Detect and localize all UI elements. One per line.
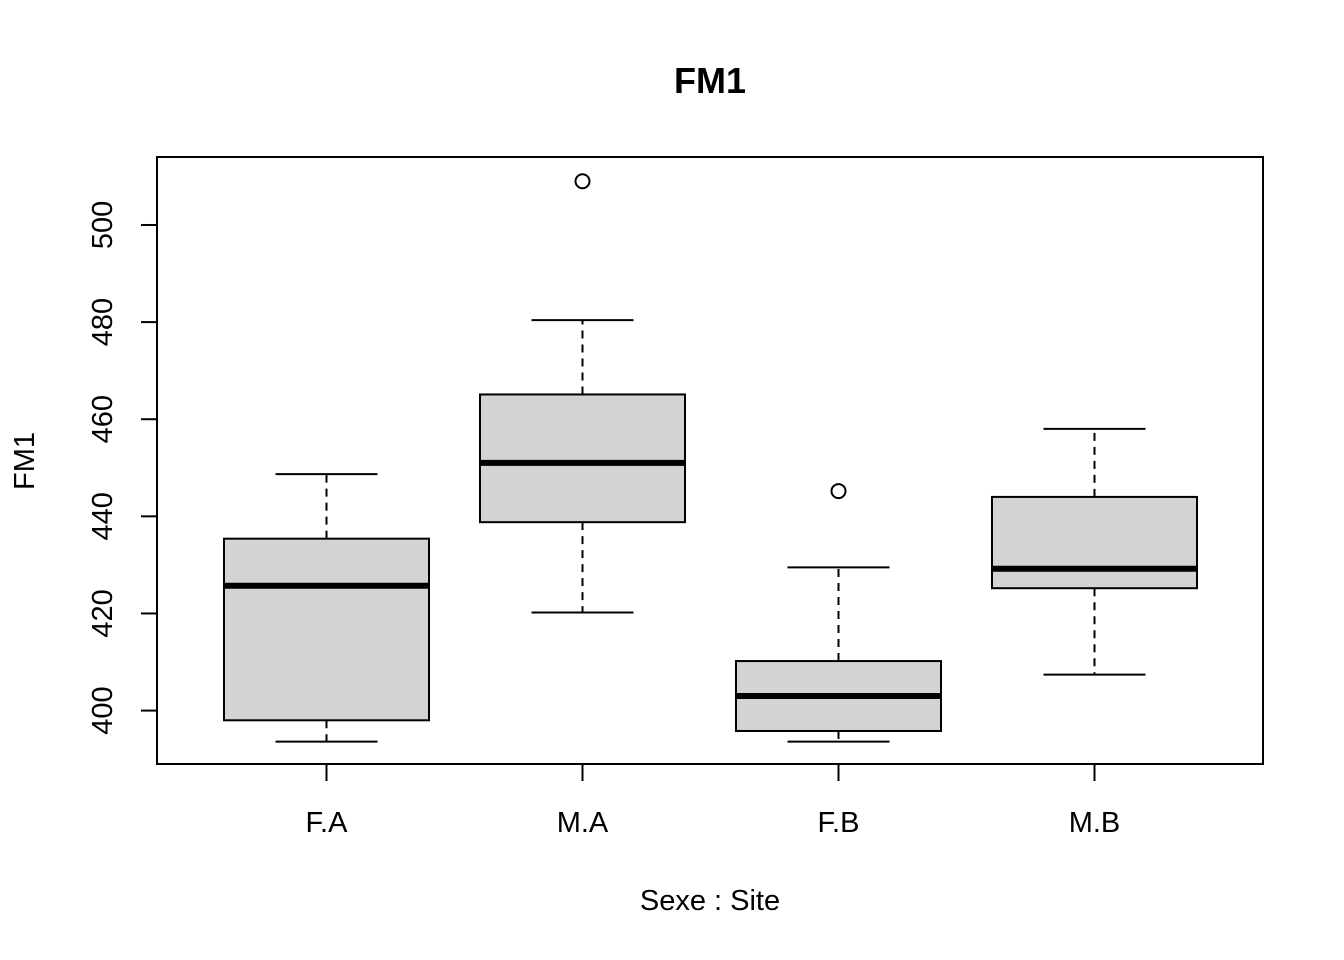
y-tick-label: 460 xyxy=(87,395,119,443)
y-axis-label: FM1 xyxy=(9,432,41,490)
chart-title: FM1 xyxy=(674,60,746,101)
x-tick-label: F.B xyxy=(818,807,860,839)
y-tick-label: 420 xyxy=(87,589,119,637)
x-axis-label: Sexe : Site xyxy=(640,885,780,917)
y-tick-label: 500 xyxy=(87,201,119,249)
iqr-box xyxy=(991,495,1198,590)
outlier-point xyxy=(830,483,847,500)
y-tick-label: 480 xyxy=(87,298,119,346)
boxes-layer xyxy=(223,173,1198,743)
iqr-box xyxy=(479,393,686,524)
y-tick-label: 440 xyxy=(87,492,119,540)
box-f-b xyxy=(735,483,942,743)
outlier-point xyxy=(574,173,591,190)
x-axis: F.A M.A F.B M.B xyxy=(306,763,1121,839)
box-f-a xyxy=(223,473,430,743)
iqr-box xyxy=(223,537,430,722)
box-m-a xyxy=(479,173,686,614)
x-tick-label: F.A xyxy=(306,807,349,839)
y-tick-label: 400 xyxy=(87,686,119,734)
y-axis: 400 420 440 460 480 500 xyxy=(87,201,158,735)
x-tick-label: M.A xyxy=(557,807,609,839)
x-tick-label: M.B xyxy=(1069,807,1121,839)
box-m-b xyxy=(991,427,1198,676)
